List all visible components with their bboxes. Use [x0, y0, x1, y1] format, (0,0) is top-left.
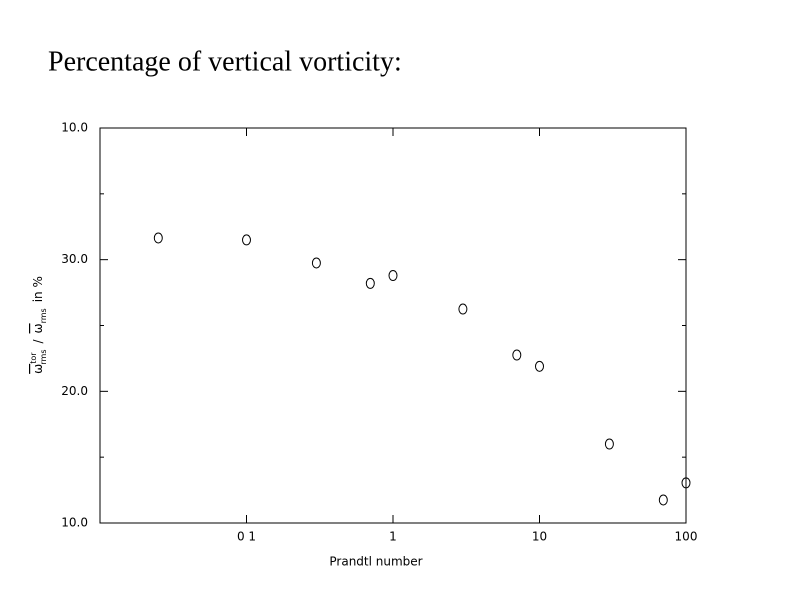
- y-label-symbol-2: ω: [31, 323, 45, 333]
- data-point: [365, 277, 375, 289]
- y-tick-label: 20.0: [61, 384, 88, 398]
- data-point: [242, 234, 251, 246]
- data-point: [535, 360, 544, 372]
- data-point: [681, 477, 691, 489]
- plot-frame: [99, 127, 687, 524]
- y-tick-label: 30.0: [61, 252, 88, 266]
- chart-title: Percentage of vertical vorticity:: [48, 46, 402, 77]
- y-tick-label: 10.0: [61, 516, 88, 530]
- y-label-symbol: ω: [31, 364, 45, 374]
- data-point: [512, 349, 522, 361]
- x-tick-label: 1: [389, 530, 397, 544]
- data-point: [458, 303, 468, 315]
- x-tick-label: 100: [675, 530, 698, 544]
- y-label-sub: rms: [39, 350, 48, 365]
- y-label-sup: tor: [29, 352, 38, 364]
- data-point: [658, 494, 668, 506]
- data-point: [388, 269, 398, 281]
- data-point: [604, 438, 614, 450]
- y-label-sep: /: [31, 339, 45, 344]
- x-tick-label: 10: [532, 530, 547, 544]
- y-axis-label-text: ωtorrms/ωrmsin %: [29, 276, 48, 374]
- data-point: [153, 232, 163, 244]
- y-axis-label: ωtorrms/ωrmsin %: [29, 276, 48, 374]
- x-tick-label: 0 1: [237, 530, 256, 544]
- x-axis-label: Prandtl number: [329, 555, 422, 569]
- y-label-unit: in %: [31, 276, 45, 302]
- y-tick-label: 10.0: [61, 121, 88, 135]
- data-point: [311, 257, 321, 269]
- y-label-sub-2: rms: [39, 308, 48, 323]
